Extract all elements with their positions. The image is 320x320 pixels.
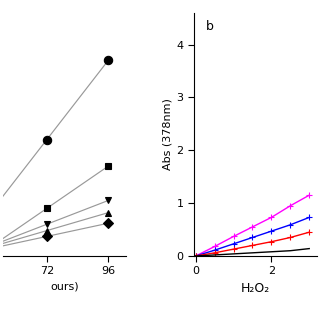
X-axis label: H₂O₂: H₂O₂: [241, 282, 270, 295]
Text: b: b: [206, 20, 214, 33]
X-axis label: ours): ours): [50, 282, 79, 292]
Y-axis label: Abs (378nm): Abs (378nm): [162, 99, 172, 170]
